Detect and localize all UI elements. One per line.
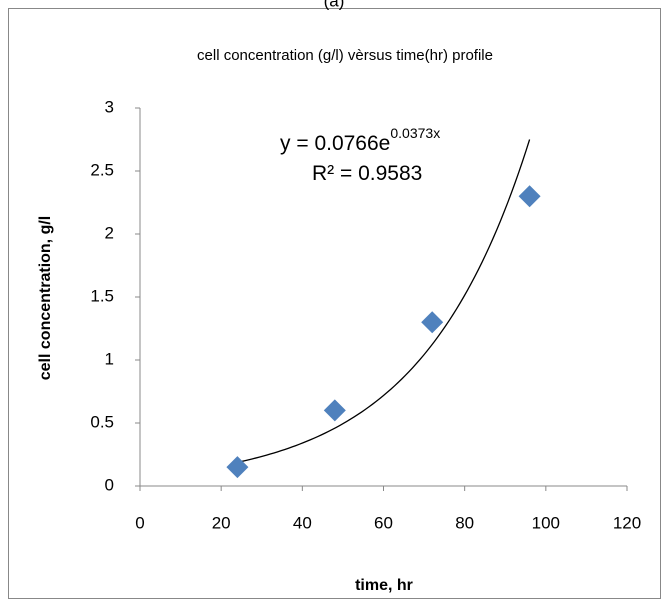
y-tick-label: 0 bbox=[105, 475, 114, 494]
x-axis-label: time, hr bbox=[355, 577, 413, 594]
panel-label: (a) bbox=[324, 0, 345, 10]
marker bbox=[323, 399, 346, 422]
y-tick-label: 2.5 bbox=[90, 160, 114, 179]
y-axis-label: cell concentration, g/l bbox=[37, 216, 54, 380]
x-tick-label: 120 bbox=[613, 513, 641, 532]
marker bbox=[421, 311, 444, 334]
trendline-equation: y = 0.0766e0.0373x R² = 0.9583 bbox=[280, 125, 440, 185]
y-tick-label: 2 bbox=[105, 223, 114, 242]
chart-border bbox=[8, 8, 661, 599]
x-tick-label: 20 bbox=[212, 513, 231, 532]
equation-coefficient: 0.0766 bbox=[314, 132, 378, 155]
marker bbox=[518, 185, 541, 208]
x-tick-label: 80 bbox=[455, 513, 474, 532]
r2-value: 0.9583 bbox=[358, 162, 422, 185]
y-tick-label: 0.5 bbox=[90, 412, 114, 431]
chart-title: cell concentration (g/l) vèrsus time(hr)… bbox=[197, 47, 493, 64]
marker bbox=[226, 456, 249, 479]
equation-base: e bbox=[379, 132, 391, 155]
svg-text:R² = 0.9583: R² = 0.9583 bbox=[312, 162, 422, 185]
equation-variable: x bbox=[433, 125, 440, 141]
svg-text:y = 0.0766e0.0373x: y = 0.0766e0.0373x bbox=[280, 125, 440, 155]
x-tick-label: 60 bbox=[374, 513, 393, 532]
y-tick-label: 1.5 bbox=[90, 286, 114, 305]
equation-prefix: y = bbox=[280, 132, 314, 155]
r2-prefix: R² = bbox=[312, 162, 358, 185]
trendline bbox=[237, 139, 531, 464]
x-tick-label: 0 bbox=[135, 513, 144, 532]
x-tick-label: 40 bbox=[293, 513, 312, 532]
y-tick-label: 3 bbox=[105, 97, 114, 116]
x-tick-label: 100 bbox=[532, 513, 560, 532]
y-tick-label: 1 bbox=[105, 349, 114, 368]
equation-exponent: 0.0373 bbox=[390, 125, 433, 141]
